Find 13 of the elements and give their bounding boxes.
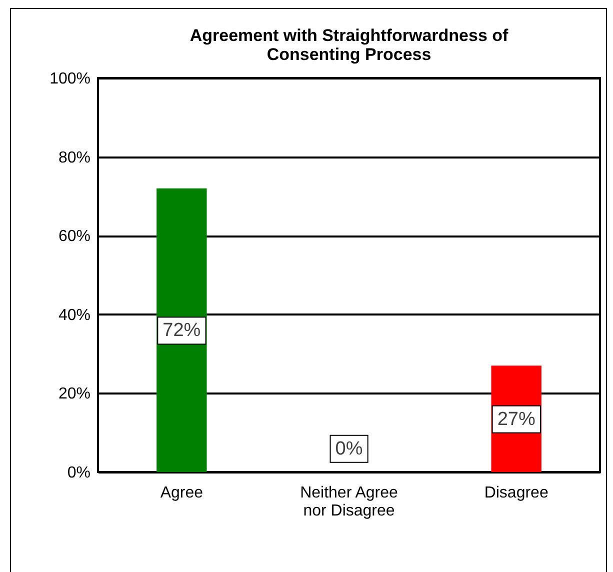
y-tick-label: 80% — [58, 149, 90, 166]
x-tick-label: Agree — [160, 484, 204, 502]
y-tick-label: 60% — [58, 228, 90, 246]
data-label: 72% — [162, 320, 201, 342]
y-tick-label: 20% — [58, 386, 90, 403]
chart-title: Agreement with Straightforwardness of Consenting Process — [190, 26, 508, 64]
y-tick-label: 40% — [58, 306, 90, 324]
data-label: 0% — [335, 438, 363, 460]
x-tick-label: Disagree — [484, 484, 548, 502]
y-tick-label: 0% — [67, 464, 90, 482]
y-tick-label: 100% — [50, 70, 90, 88]
x-tick-label: Neither Agree nor Disagree — [300, 484, 398, 520]
data-label: 27% — [497, 408, 536, 430]
